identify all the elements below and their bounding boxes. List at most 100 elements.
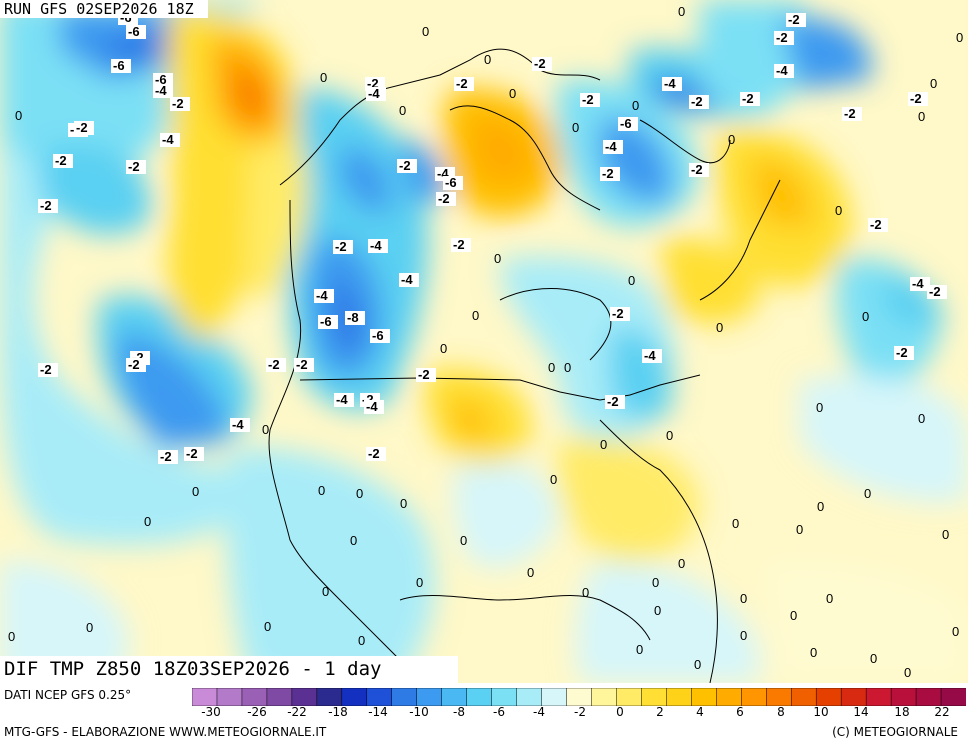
legend-swatch (516, 688, 543, 706)
contour-label: -4 (368, 86, 380, 101)
contour-label: 0 (422, 24, 429, 39)
contour-label: 0 (952, 624, 959, 639)
contour-label: 0 (694, 657, 701, 672)
legend-swatch (541, 688, 568, 706)
legend-swatch (591, 688, 618, 706)
contour-label: -4 (912, 276, 924, 291)
contour-label: -2 (691, 94, 703, 109)
legend-swatch (790, 688, 817, 706)
contour-label: -2 (40, 198, 52, 213)
contour-label: 0 (870, 651, 877, 666)
field-title: DIF TMP Z850 18Z03SEP2026 - 1 day (0, 656, 458, 683)
legend-swatch (915, 688, 942, 706)
contour-label: -2 (160, 449, 172, 464)
legend-swatch (366, 688, 393, 706)
legend-tick-label: -2 (574, 705, 586, 719)
contour-label: 0 (358, 633, 365, 648)
legend-swatch (666, 688, 693, 706)
legend-tick-label: -18 (328, 705, 348, 719)
contour-label: -2 (172, 96, 184, 111)
contour-label: 0 (918, 411, 925, 426)
contour-label: -2 (128, 357, 140, 372)
contour-label: -6 (155, 72, 167, 87)
contour-label: -2 (186, 446, 198, 461)
contour-label: -4 (232, 417, 244, 432)
color-legend-bar (192, 688, 966, 706)
contour-label: -2 (742, 91, 754, 106)
contour-label: -2 (132, 350, 144, 365)
contour-label: 0 (654, 603, 661, 618)
legend-tick-label: 4 (696, 705, 704, 719)
legend-swatch (865, 688, 892, 706)
contour-label: 0 (816, 400, 823, 415)
contour-label: 0 (527, 565, 534, 580)
contour-label: -2 (534, 56, 546, 71)
contour-label: -4 (336, 392, 348, 407)
contour-label: 0 (796, 522, 803, 537)
contour-label: 0 (678, 4, 685, 19)
contour-label: 0 (86, 620, 93, 635)
contour-label: 0 (930, 76, 937, 91)
contour-label: -2 (438, 191, 450, 206)
contour-label: 0 (716, 320, 723, 335)
contour-label: 0 (652, 575, 659, 590)
legend-swatch (741, 688, 768, 706)
contour-label: -6 (128, 24, 140, 39)
legend-swatch (391, 688, 418, 706)
contour-label: 0 (918, 109, 925, 124)
contour-label: -2 (870, 217, 882, 232)
legend-swatch (316, 688, 343, 706)
legend-swatch (416, 688, 443, 706)
contour-label: 0 (826, 591, 833, 606)
contour-label: -2 (367, 76, 379, 91)
legend-tick-label: 18 (894, 705, 910, 719)
contour-label: -6 (445, 175, 457, 190)
contour-label: 0 (460, 533, 467, 548)
contour-label: 0 (666, 428, 673, 443)
credit-left: MTG-GFS - ELABORAZIONE WWW.METEOGIORNALE… (4, 725, 327, 739)
contour-label: -2 (362, 392, 374, 407)
contour-label: -4 (605, 139, 617, 154)
contour-label: 0 (322, 584, 329, 599)
contour-label: 0 (15, 108, 22, 123)
legend-tick-label: -8 (453, 705, 465, 719)
contour-label: -2 (788, 12, 800, 27)
contour-label: -4 (370, 238, 382, 253)
contour-label: -6 (372, 328, 384, 343)
contour-label: -6 (320, 314, 332, 329)
data-source-label: DATI NCEP GFS 0.25° (4, 688, 132, 702)
contour-label: 0 (817, 499, 824, 514)
contour-label: -4 (664, 76, 676, 91)
contour-label: -4 (162, 132, 174, 147)
contour-label: -2 (55, 153, 67, 168)
contour-label: -2 (910, 91, 922, 106)
legend-swatch (441, 688, 468, 706)
contour-label: 0 (628, 273, 635, 288)
contour-label: -6 (620, 116, 632, 131)
legend-swatch (890, 688, 917, 706)
contour-label: 0 (740, 591, 747, 606)
legend-swatch (716, 688, 743, 706)
contour-label: -2 (368, 446, 380, 461)
legend-tick-label: -4 (533, 705, 545, 719)
contour-label: -2 (76, 120, 88, 135)
run-title: RUN GFS 02SEP2026 18Z (0, 0, 208, 18)
contour-label: 0 (678, 556, 685, 571)
contour-label: 0 (582, 585, 589, 600)
legend-swatch (466, 688, 493, 706)
contour-label: -2 (607, 394, 619, 409)
contour-label: 0 (440, 341, 447, 356)
legend-tick-label: 2 (656, 705, 664, 719)
contour-label: -4 (366, 399, 378, 414)
legend-tick-label: 0 (616, 705, 624, 719)
legend-swatch (766, 688, 792, 706)
legend-tick-label: 8 (777, 705, 785, 719)
contour-label: 0 (956, 30, 963, 45)
legend-tick-label: 6 (736, 705, 744, 719)
legend-swatch (691, 688, 718, 706)
contour-label: -4 (155, 83, 167, 98)
contour-label: -2 (929, 284, 941, 299)
contour-label: -2 (128, 159, 140, 174)
color-legend-ticks: -30 -26 -22 -18 -14 -10 -8 -6 -4 -2 0 2 4 6 8 10 14 18 22 (0, 705, 968, 723)
contour-label: -2 (691, 162, 703, 177)
